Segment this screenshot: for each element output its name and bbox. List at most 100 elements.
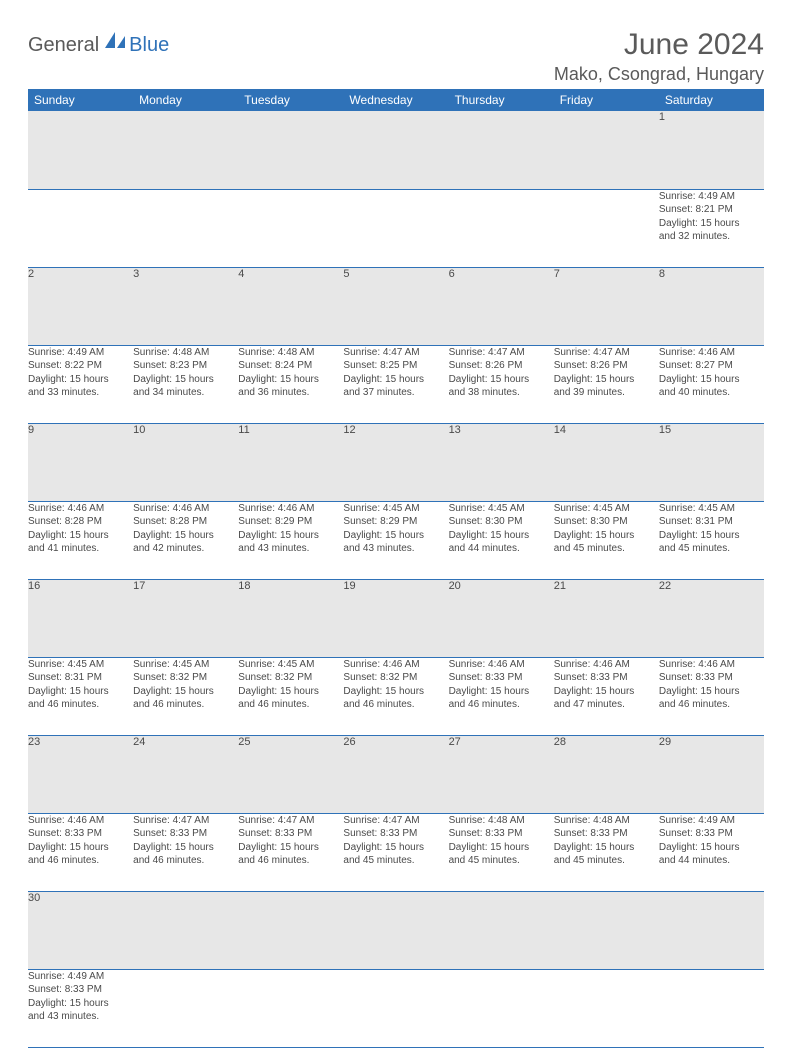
daylight2-text: and 36 minutes. (238, 386, 343, 400)
weekday-header: Sunday (28, 89, 133, 111)
weekday-header: Friday (554, 89, 659, 111)
daylight1-text: Daylight: 15 hours (659, 529, 764, 543)
daylight1-text: Daylight: 15 hours (28, 529, 133, 543)
day-detail-cell (133, 189, 238, 267)
daylight1-text: Daylight: 15 hours (238, 529, 343, 543)
daylight1-text: Daylight: 15 hours (133, 373, 238, 387)
day-number-cell (343, 111, 448, 189)
detail-row: Sunrise: 4:49 AMSunset: 8:21 PMDaylight:… (28, 189, 764, 267)
day-number-cell: 30 (28, 891, 133, 969)
sunrise-text: Sunrise: 4:46 AM (659, 658, 764, 672)
sunrise-text: Sunrise: 4:49 AM (28, 970, 133, 984)
day-detail-cell: Sunrise: 4:46 AMSunset: 8:32 PMDaylight:… (343, 657, 448, 735)
daylight2-text: and 41 minutes. (28, 542, 133, 556)
day-number-cell (554, 891, 659, 969)
day-number: 15 (659, 424, 671, 436)
daylight2-text: and 46 minutes. (28, 854, 133, 868)
daylight2-text: and 43 minutes. (238, 542, 343, 556)
sunrise-text: Sunrise: 4:46 AM (554, 658, 659, 672)
day-number: 19 (343, 580, 355, 592)
day-number-cell (238, 891, 343, 969)
daylight1-text: Daylight: 15 hours (659, 841, 764, 855)
day-number-cell (449, 111, 554, 189)
daylight1-text: Daylight: 15 hours (449, 685, 554, 699)
day-number-cell: 4 (238, 267, 343, 345)
sunset-text: Sunset: 8:30 PM (449, 515, 554, 529)
sunrise-text: Sunrise: 4:46 AM (133, 502, 238, 516)
day-number-cell: 16 (28, 579, 133, 657)
day-number-cell: 6 (449, 267, 554, 345)
sunrise-text: Sunrise: 4:45 AM (343, 502, 448, 516)
weekday-header: Tuesday (238, 89, 343, 111)
day-number: 24 (133, 736, 145, 748)
day-number-cell: 18 (238, 579, 343, 657)
day-number-cell: 17 (133, 579, 238, 657)
sunset-text: Sunset: 8:31 PM (28, 671, 133, 685)
sunset-text: Sunset: 8:33 PM (343, 827, 448, 841)
weekday-header-row: Sunday Monday Tuesday Wednesday Thursday… (28, 89, 764, 111)
sunset-text: Sunset: 8:29 PM (238, 515, 343, 529)
day-number-cell: 20 (449, 579, 554, 657)
detail-row: Sunrise: 4:49 AMSunset: 8:22 PMDaylight:… (28, 345, 764, 423)
daynum-row: 9101112131415 (28, 423, 764, 501)
daylight1-text: Daylight: 15 hours (343, 685, 448, 699)
day-number: 6 (449, 268, 455, 280)
day-number-cell: 10 (133, 423, 238, 501)
day-number-cell: 27 (449, 735, 554, 813)
daylight1-text: Daylight: 15 hours (449, 529, 554, 543)
day-detail-cell: Sunrise: 4:49 AMSunset: 8:22 PMDaylight:… (28, 345, 133, 423)
sunrise-text: Sunrise: 4:48 AM (133, 346, 238, 360)
day-detail-cell: Sunrise: 4:46 AMSunset: 8:33 PMDaylight:… (659, 657, 764, 735)
day-detail-cell: Sunrise: 4:46 AMSunset: 8:28 PMDaylight:… (133, 501, 238, 579)
day-number: 9 (28, 424, 34, 436)
detail-row: Sunrise: 4:45 AMSunset: 8:31 PMDaylight:… (28, 657, 764, 735)
day-number: 16 (28, 580, 40, 592)
sunrise-text: Sunrise: 4:48 AM (554, 814, 659, 828)
day-detail-cell: Sunrise: 4:45 AMSunset: 8:31 PMDaylight:… (659, 501, 764, 579)
day-detail-cell: Sunrise: 4:48 AMSunset: 8:33 PMDaylight:… (554, 813, 659, 891)
day-number-cell: 12 (343, 423, 448, 501)
sunset-text: Sunset: 8:28 PM (28, 515, 133, 529)
daylight2-text: and 44 minutes. (659, 854, 764, 868)
day-number-cell: 21 (554, 579, 659, 657)
daylight1-text: Daylight: 15 hours (28, 997, 133, 1011)
sunrise-text: Sunrise: 4:45 AM (28, 658, 133, 672)
daylight1-text: Daylight: 15 hours (343, 529, 448, 543)
day-number-cell: 7 (554, 267, 659, 345)
day-detail-cell: Sunrise: 4:45 AMSunset: 8:32 PMDaylight:… (238, 657, 343, 735)
day-number: 27 (449, 736, 461, 748)
day-detail-cell: Sunrise: 4:46 AMSunset: 8:28 PMDaylight:… (28, 501, 133, 579)
daylight1-text: Daylight: 15 hours (554, 373, 659, 387)
day-number-cell: 14 (554, 423, 659, 501)
sunset-text: Sunset: 8:33 PM (449, 671, 554, 685)
day-detail-cell (28, 189, 133, 267)
day-number-cell: 22 (659, 579, 764, 657)
day-detail-cell: Sunrise: 4:45 AMSunset: 8:30 PMDaylight:… (449, 501, 554, 579)
daynum-row: 2345678 (28, 267, 764, 345)
day-number: 29 (659, 736, 671, 748)
sunrise-text: Sunrise: 4:49 AM (28, 346, 133, 360)
sunrise-text: Sunrise: 4:49 AM (659, 814, 764, 828)
daylight2-text: and 45 minutes. (659, 542, 764, 556)
day-number-cell: 5 (343, 267, 448, 345)
sunset-text: Sunset: 8:26 PM (449, 359, 554, 373)
daylight1-text: Daylight: 15 hours (28, 685, 133, 699)
calendar-body: 1Sunrise: 4:49 AMSunset: 8:21 PMDaylight… (28, 111, 764, 1047)
day-number: 30 (28, 892, 40, 904)
logo: General Blue (28, 34, 169, 57)
sunrise-text: Sunrise: 4:47 AM (343, 814, 448, 828)
day-number: 18 (238, 580, 250, 592)
daylight1-text: Daylight: 15 hours (343, 841, 448, 855)
daylight2-text: and 46 minutes. (659, 698, 764, 712)
daylight1-text: Daylight: 15 hours (554, 685, 659, 699)
daylight1-text: Daylight: 15 hours (238, 841, 343, 855)
day-number-cell (28, 111, 133, 189)
daylight1-text: Daylight: 15 hours (659, 373, 764, 387)
day-number-cell (554, 111, 659, 189)
day-detail-cell: Sunrise: 4:47 AMSunset: 8:33 PMDaylight:… (238, 813, 343, 891)
daylight1-text: Daylight: 15 hours (28, 841, 133, 855)
daylight1-text: Daylight: 15 hours (449, 373, 554, 387)
daylight2-text: and 40 minutes. (659, 386, 764, 400)
daylight2-text: and 45 minutes. (343, 854, 448, 868)
sunset-text: Sunset: 8:32 PM (343, 671, 448, 685)
